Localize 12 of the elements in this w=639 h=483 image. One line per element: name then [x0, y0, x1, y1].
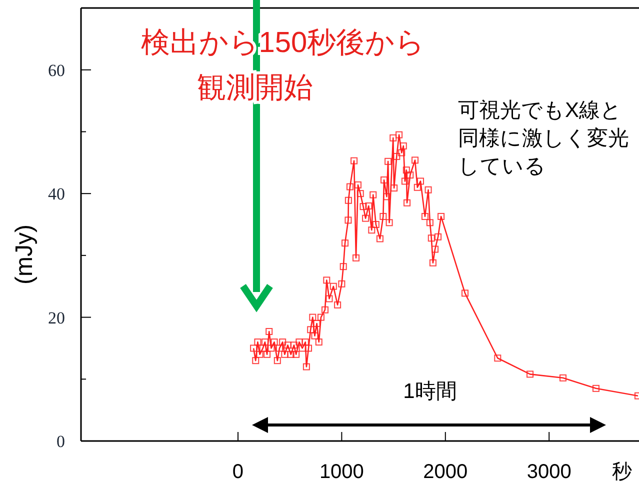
x-tick-label: 1000 — [319, 461, 364, 483]
y-tick-label: 20 — [48, 308, 65, 328]
y-tick-label: 0 — [56, 432, 65, 451]
y-tick-label: 40 — [48, 184, 65, 204]
x-tick-label: 2000 — [423, 461, 468, 483]
annotation: 1時間 — [403, 380, 457, 403]
x-tick-label: 0 — [232, 461, 244, 483]
annotation: 可視光でもX線と同様に激しく変光している — [458, 99, 629, 178]
y-tick-label: 60 — [48, 60, 65, 80]
y-axis-title: (mJy) — [11, 224, 38, 284]
x-axis-title: 秒 — [612, 461, 632, 483]
x-tick-label: 3000 — [526, 461, 572, 483]
